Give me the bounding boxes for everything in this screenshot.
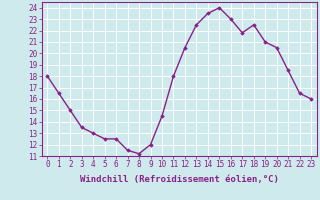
X-axis label: Windchill (Refroidissement éolien,°C): Windchill (Refroidissement éolien,°C) xyxy=(80,175,279,184)
